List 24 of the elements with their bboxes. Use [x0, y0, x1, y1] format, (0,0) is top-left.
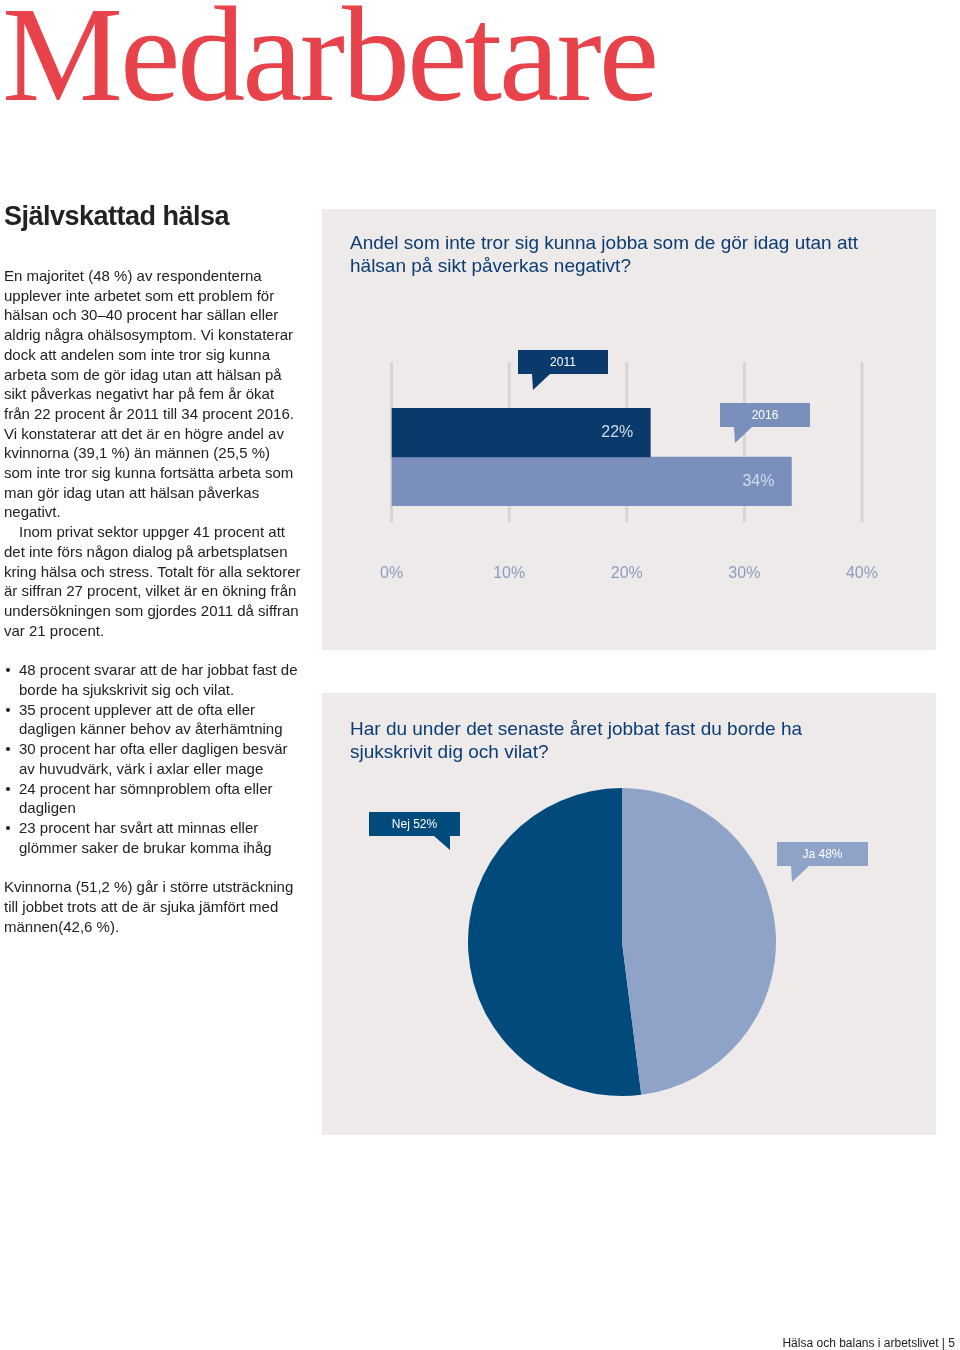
- text: Kvinnorna (51,2 %) går i större utsträckning till jobbet trots att de är sjuka jämfört med männen(42,6 %).: [4, 877, 295, 937]
- text: 2016: [750, 407, 780, 424]
- text: 48 procent svarar att de har jobbat fast de borde ha sjukskrivit sig och vilat.: [18, 660, 299, 700]
- x-tick-label: 40%: [845, 564, 878, 582]
- text: 24 procent har sömnproblem ofta eller dagligen: [18, 778, 274, 818]
- slice-label: Ja 48%: [801, 846, 844, 863]
- x-tick-label: 10%: [493, 564, 526, 582]
- text: 35 procent upplever att de ofta eller dagligen känner behov av återhämtning: [18, 699, 284, 740]
- data-label: 34%: [742, 471, 775, 489]
- x-tick-label: 20%: [610, 564, 643, 582]
- text: Självskattad hälsa: [4, 201, 230, 232]
- x-tick-label: 30%: [728, 564, 761, 582]
- text: 30 procent har ofta eller dagligen besvär av huvudvärk, värk i axlar eller mage: [18, 739, 289, 779]
- text: Medarbetare: [2, 0, 657, 129]
- text: En majoritet (48 %) av respondenterna upplever inte arbetet som ett problem för hälsan och 30–40 procent har sällan eller aldrig några ohälsosymptom. Vi konstaterar dock att andelen som inte tror sig kunna arbeta som de gör idag utan att hälsan på sikt påverkas negativt har på fem år ökat från 22 procent år 2011 till 34 procent 2016. Vi konstaterar att det är en högre andel av kvinnorna (39,1 %) än männen (25,5 %) som inte tror sig kunna fortsätta arbeta som man gör idag utan att hälsan påverkas negativt.: [4, 267, 294, 521]
- data-label: 22%: [601, 422, 634, 440]
- text: Inom privat sektor uppger 41 procent att det inte förs någon dialog på arbetsplatsen kring hälsa och stress. Totalt för alla sektorer är siffran 27 procent, vilket är en ökning från undersökningen som gjordes 2011 då siffran var 21 procent.: [4, 522, 302, 641]
- text: 2011: [549, 354, 577, 371]
- x-tick-label: 0%: [380, 564, 404, 582]
- chart-title: Andel som inte tror sig kunna jobba som de gör idag utan att hälsan på sikt påverkas negativt?: [350, 231, 860, 277]
- text: 23 procent har svårt att minnas eller glömmer saker de brukar komma ihåg: [18, 818, 273, 858]
- chart-title: Har du under det senaste året jobbat fast du borde ha sjukskrivit dig och vilat?: [350, 717, 804, 763]
- slice-label: Nej 52%: [390, 816, 439, 833]
- text: Hälsa och balans i arbetslivet | 5: [782, 1336, 955, 1350]
